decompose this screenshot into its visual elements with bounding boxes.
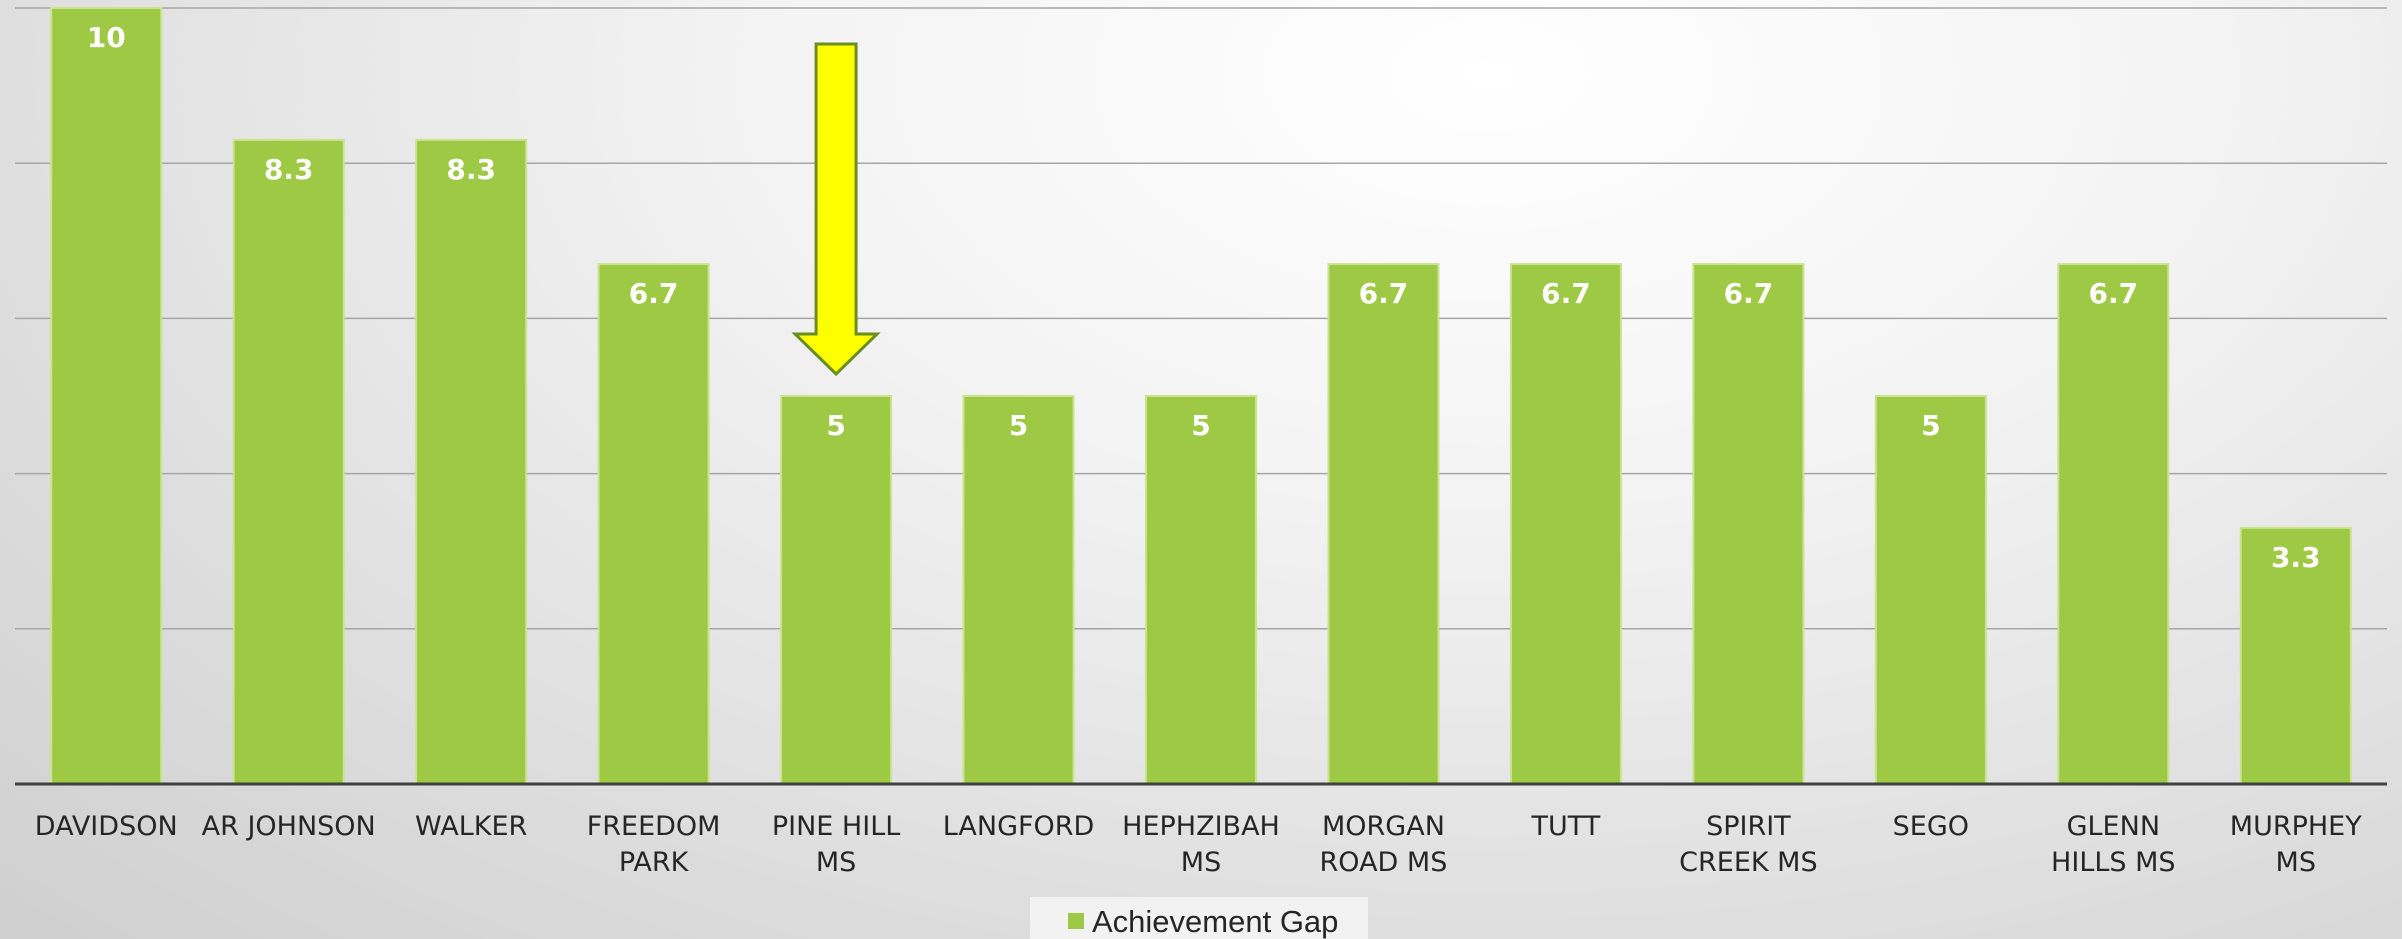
category-label: MURPHEY	[2230, 811, 2362, 842]
category-label: GLENN	[2067, 811, 2160, 842]
category-label: SEGO	[1893, 811, 1969, 842]
data-label: 6.7	[1359, 277, 1409, 310]
category-label: SPIRIT	[1706, 811, 1791, 842]
bar	[1327, 263, 1440, 785]
bar	[50, 7, 163, 785]
category-label: MS	[2276, 847, 2316, 878]
arrow-annotation	[791, 42, 881, 377]
category-label: TUTT	[1531, 811, 1601, 842]
bar	[1145, 395, 1257, 785]
data-label: 10	[87, 21, 126, 54]
bar	[962, 395, 1075, 785]
category-label: LANGFORD	[943, 811, 1095, 842]
category-label: DAVIDSON	[35, 811, 178, 842]
data-label: 6.7	[2089, 277, 2139, 310]
data-labels: 10 8.3 8.3 6.7 5 5 5 6.7 6.7 6.7 5 6.7 3.3	[87, 21, 2321, 574]
category-label: PINE HILL	[772, 811, 900, 842]
category-label: AR JOHNSON	[202, 811, 376, 842]
category-label: MS	[1181, 847, 1221, 878]
data-label: 8.3	[446, 153, 496, 186]
bar	[2057, 263, 2170, 785]
bar	[232, 138, 345, 786]
data-label: 3.3	[2271, 541, 2321, 574]
data-label: 6.7	[1724, 277, 1774, 310]
data-label: 5	[1191, 409, 1210, 442]
data-label: 6.7	[629, 277, 679, 310]
bar	[597, 263, 710, 785]
legend-label: Achievement Gap	[1092, 904, 1338, 939]
bar	[1509, 263, 1622, 785]
legend: Achievement Gap	[1030, 897, 1368, 939]
category-labels: DAVIDSON AR JOHNSON WALKER FREEDOM PARK PINE …	[35, 811, 2362, 878]
category-label: FREEDOM	[587, 811, 721, 842]
legend-swatch	[1068, 913, 1084, 929]
category-label: HEPHZIBAH	[1122, 811, 1280, 842]
data-label: 6.7	[1541, 277, 1591, 310]
data-label: 5	[1009, 409, 1028, 442]
category-label: ROAD MS	[1320, 847, 1448, 878]
gridlines	[15, 7, 2387, 630]
annotation	[791, 42, 881, 377]
category-label: HILLS MS	[2051, 847, 2176, 878]
category-label: CREEK MS	[1679, 847, 1817, 878]
category-label: PARK	[619, 847, 690, 878]
data-label: 5	[1921, 409, 1940, 442]
category-label: MORGAN	[1322, 811, 1445, 842]
legend-background	[1030, 897, 1368, 939]
bars	[50, 7, 2352, 786]
bar	[415, 138, 528, 786]
bar	[2239, 526, 2352, 785]
bar	[780, 395, 893, 785]
bar	[1692, 263, 1805, 785]
data-label: 5	[826, 409, 845, 442]
category-label: MS	[816, 847, 856, 878]
bar	[1874, 395, 1987, 785]
data-label: 8.3	[264, 153, 314, 186]
category-label: WALKER	[415, 811, 527, 842]
